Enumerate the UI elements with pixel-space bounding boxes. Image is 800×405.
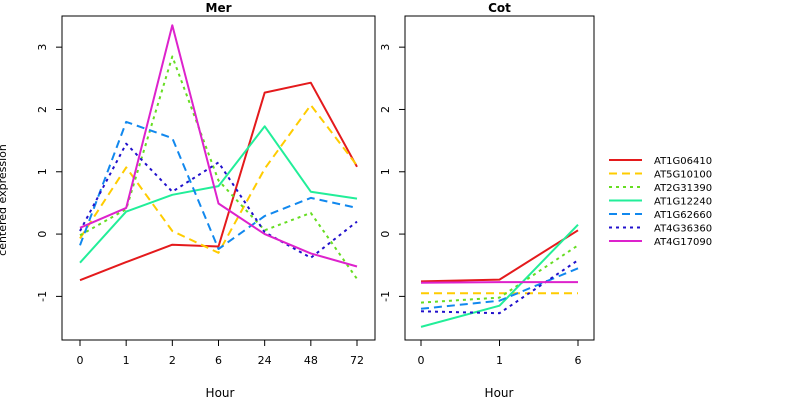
series-line-at1g62660 bbox=[420, 267, 579, 310]
x-axis-label-mer: Hour bbox=[206, 386, 235, 400]
y-tick-label: 1 bbox=[379, 168, 392, 175]
panel-cot: Cot -1 0 1 2 3 0 1 6 bbox=[379, 1, 595, 367]
x-tick-label: 24 bbox=[258, 354, 272, 367]
x-tick-label: 0 bbox=[418, 354, 425, 367]
panel-title: Cot bbox=[488, 1, 511, 15]
series-line-at1g62660 bbox=[79, 120, 358, 250]
y-tick-label: 1 bbox=[36, 168, 49, 175]
chart-panels: Mer -1 0 1 2 3 0 1 2 6 24 48 72 Cot -1 0 1 2 3 0 1 6 bbox=[36, 1, 595, 367]
legend: AT1G06410 AT5G10100 AT2G31390 AT1G12240 AT1G… bbox=[609, 156, 712, 248]
legend-label: AT5G10100 bbox=[654, 170, 712, 181]
series-line-at1g12240 bbox=[420, 224, 579, 328]
y-tick-label: 2 bbox=[36, 106, 49, 113]
series-line-at2g31390 bbox=[79, 55, 358, 280]
y-tick-label: 3 bbox=[379, 44, 392, 51]
x-tick-label: 72 bbox=[350, 354, 364, 367]
series-line-at4g36360 bbox=[79, 142, 358, 259]
series-line-at4g17090 bbox=[79, 24, 358, 268]
x-tick-label: 6 bbox=[215, 354, 222, 367]
y-tick-label: 0 bbox=[379, 231, 392, 238]
x-tick-label: 48 bbox=[304, 354, 318, 367]
legend-label: AT1G06410 bbox=[654, 156, 712, 167]
x-tick-label: 2 bbox=[169, 354, 176, 367]
series-line-at4g17090 bbox=[420, 281, 578, 284]
legend-label: AT2G31390 bbox=[654, 183, 712, 194]
series-line-at4g36360 bbox=[420, 259, 579, 315]
y-tick-label: 0 bbox=[36, 231, 49, 238]
y-axis-label: centered expression bbox=[0, 144, 9, 256]
series-line-at1g12240 bbox=[79, 125, 358, 264]
y-tick-label: 2 bbox=[379, 106, 392, 113]
legend-label: AT1G12240 bbox=[654, 197, 712, 208]
y-tick-label: 3 bbox=[36, 44, 49, 51]
x-axis-label-cot: Hour bbox=[485, 386, 514, 400]
legend-label: AT1G62660 bbox=[654, 210, 712, 221]
series-line-at5g10100 bbox=[79, 104, 358, 254]
x-tick-label: 0 bbox=[77, 354, 84, 367]
panel-title: Mer bbox=[206, 1, 232, 15]
plot-frame bbox=[404, 15, 595, 341]
x-tick-label: 1 bbox=[496, 354, 503, 367]
series-line-at1g06410 bbox=[79, 81, 358, 282]
x-tick-label: 1 bbox=[123, 354, 130, 367]
series-line-at2g31390 bbox=[420, 244, 579, 304]
y-tick-label: -1 bbox=[379, 291, 392, 302]
y-tick-label: -1 bbox=[36, 291, 49, 302]
legend-label: AT4G17090 bbox=[654, 237, 712, 248]
legend-label: AT4G36360 bbox=[654, 224, 712, 235]
panel-mer: Mer -1 0 1 2 3 0 1 2 6 24 48 72 bbox=[36, 1, 376, 367]
plot-frame bbox=[61, 15, 376, 341]
x-tick-label: 6 bbox=[575, 354, 582, 367]
series-line-at1g06410 bbox=[420, 229, 579, 283]
